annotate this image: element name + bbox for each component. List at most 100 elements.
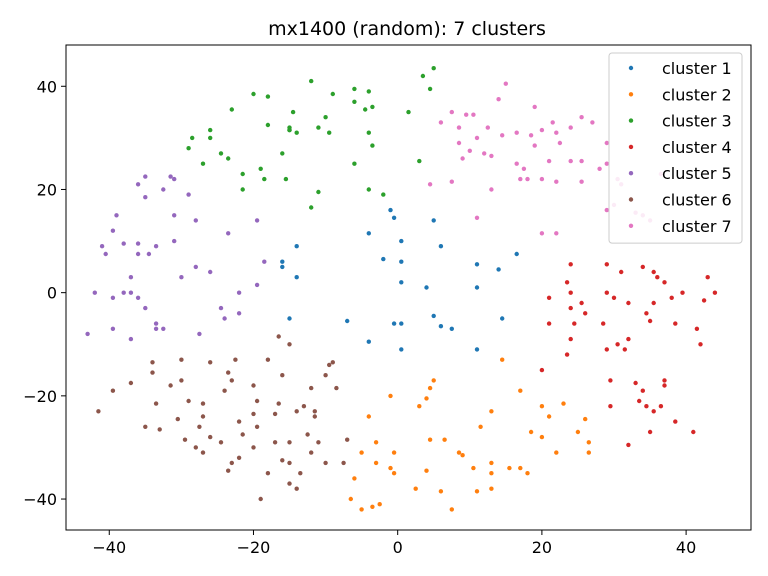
point-cluster-3-20 bbox=[316, 125, 321, 130]
point-cluster-6-15 bbox=[128, 380, 134, 386]
point-cluster-5-33 bbox=[143, 305, 148, 311]
point-cluster-7-14 bbox=[485, 125, 490, 130]
point-cluster-6-25 bbox=[276, 401, 281, 406]
point-cluster-7-8 bbox=[568, 125, 573, 130]
point-cluster-5-28 bbox=[121, 290, 126, 295]
point-cluster-1-15 bbox=[424, 285, 429, 290]
point-cluster-4-9 bbox=[568, 290, 573, 295]
point-cluster-5-17 bbox=[153, 244, 159, 249]
point-cluster-5-25 bbox=[179, 275, 184, 280]
point-cluster-2-13 bbox=[583, 416, 588, 422]
point-cluster-6-20 bbox=[222, 388, 227, 393]
point-cluster-4-42 bbox=[608, 404, 613, 409]
point-cluster-4-3 bbox=[651, 269, 656, 275]
point-cluster-2-43 bbox=[377, 502, 382, 507]
point-cluster-2-5 bbox=[388, 393, 393, 399]
point-cluster-6-4 bbox=[179, 357, 184, 362]
point-cluster-1-14 bbox=[399, 280, 404, 285]
point-cluster-7-17 bbox=[500, 133, 505, 138]
point-cluster-7-28 bbox=[546, 158, 552, 164]
point-cluster-1-8 bbox=[381, 256, 386, 262]
point-cluster-6-18 bbox=[309, 385, 314, 391]
point-cluster-6-37 bbox=[197, 424, 202, 429]
point-cluster-1-19 bbox=[438, 324, 444, 329]
point-cluster-1-28 bbox=[280, 264, 285, 270]
point-cluster-2-8 bbox=[366, 414, 371, 419]
point-cluster-7-34 bbox=[525, 176, 530, 182]
point-cluster-5-34 bbox=[218, 305, 224, 311]
point-cluster-7-41 bbox=[427, 182, 433, 187]
point-cluster-6-11 bbox=[280, 373, 285, 378]
point-cluster-4-43 bbox=[644, 404, 649, 409]
point-cluster-7-48 bbox=[554, 231, 559, 236]
point-cluster-6-8 bbox=[327, 362, 332, 368]
point-cluster-2-25 bbox=[489, 460, 494, 466]
axes: −40 −20 0 20 40 −40 −20 0 20 40 bbox=[23, 77, 696, 557]
point-cluster-1-26 bbox=[287, 316, 292, 321]
point-cluster-7-12 bbox=[438, 120, 444, 125]
point-cluster-7-9 bbox=[449, 109, 454, 115]
point-cluster-6-10 bbox=[226, 370, 231, 375]
point-cluster-3-13 bbox=[323, 115, 328, 120]
point-cluster-3-42 bbox=[309, 205, 314, 210]
point-cluster-6-21 bbox=[168, 383, 173, 388]
point-cluster-4-22 bbox=[644, 311, 649, 316]
point-cluster-5-14 bbox=[99, 244, 105, 249]
point-cluster-5-38 bbox=[153, 326, 159, 331]
point-cluster-5-23 bbox=[208, 269, 213, 275]
point-cluster-6-29 bbox=[96, 409, 101, 414]
point-cluster-5-12 bbox=[226, 231, 231, 236]
point-cluster-2-41 bbox=[359, 507, 364, 512]
point-cluster-7-1 bbox=[496, 97, 501, 102]
point-cluster-2-23 bbox=[586, 450, 591, 455]
legend-marker bbox=[628, 118, 634, 123]
point-cluster-2-28 bbox=[388, 465, 393, 471]
point-cluster-5-40 bbox=[110, 326, 116, 331]
point-cluster-4-40 bbox=[640, 388, 645, 393]
point-cluster-3-37 bbox=[283, 176, 289, 182]
point-cluster-2-29 bbox=[391, 471, 397, 476]
point-cluster-2-17 bbox=[427, 437, 433, 442]
point-cluster-3-2 bbox=[420, 73, 426, 79]
point-cluster-2-46 bbox=[460, 453, 465, 458]
point-cluster-2-15 bbox=[575, 429, 581, 435]
legend-marker bbox=[628, 144, 634, 150]
point-cluster-6-28 bbox=[312, 409, 317, 414]
point-cluster-3-30 bbox=[280, 151, 285, 156]
x-tick-label: −20 bbox=[237, 538, 271, 557]
point-cluster-4-24 bbox=[601, 321, 606, 326]
point-cluster-4-38 bbox=[662, 378, 667, 383]
point-cluster-2-42 bbox=[370, 504, 375, 509]
point-cluster-1-25 bbox=[474, 347, 480, 352]
point-cluster-4-46 bbox=[673, 419, 678, 424]
point-cluster-3-16 bbox=[265, 122, 271, 128]
point-cluster-4-18 bbox=[626, 300, 631, 306]
point-cluster-6-39 bbox=[143, 424, 148, 429]
point-cluster-5-41 bbox=[197, 331, 202, 337]
point-cluster-3-43 bbox=[287, 127, 292, 133]
point-cluster-4-16 bbox=[701, 298, 707, 303]
point-cluster-3-40 bbox=[381, 192, 386, 197]
point-cluster-2-24 bbox=[586, 440, 591, 445]
point-cluster-1-12 bbox=[496, 267, 501, 272]
point-cluster-7-5 bbox=[579, 115, 584, 120]
point-cluster-3-5 bbox=[366, 89, 371, 94]
point-cluster-1-13 bbox=[514, 251, 519, 257]
point-cluster-5-24 bbox=[128, 275, 134, 280]
point-cluster-6-40 bbox=[157, 427, 162, 432]
point-cluster-2-38 bbox=[474, 489, 480, 494]
point-cluster-5-9 bbox=[193, 218, 198, 223]
point-cluster-6-34 bbox=[251, 411, 256, 417]
point-cluster-5-13 bbox=[172, 238, 177, 244]
point-cluster-4-39 bbox=[662, 383, 667, 388]
y-tick-label: 0 bbox=[47, 284, 57, 303]
point-cluster-4-35 bbox=[539, 367, 545, 373]
point-cluster-5-11 bbox=[110, 228, 116, 233]
point-cluster-5-39 bbox=[161, 326, 166, 331]
point-cluster-1-10 bbox=[294, 275, 299, 280]
point-cluster-2-1 bbox=[431, 378, 436, 383]
point-cluster-2-3 bbox=[518, 388, 523, 393]
point-cluster-6-63 bbox=[294, 486, 299, 491]
point-cluster-2-34 bbox=[518, 465, 523, 471]
